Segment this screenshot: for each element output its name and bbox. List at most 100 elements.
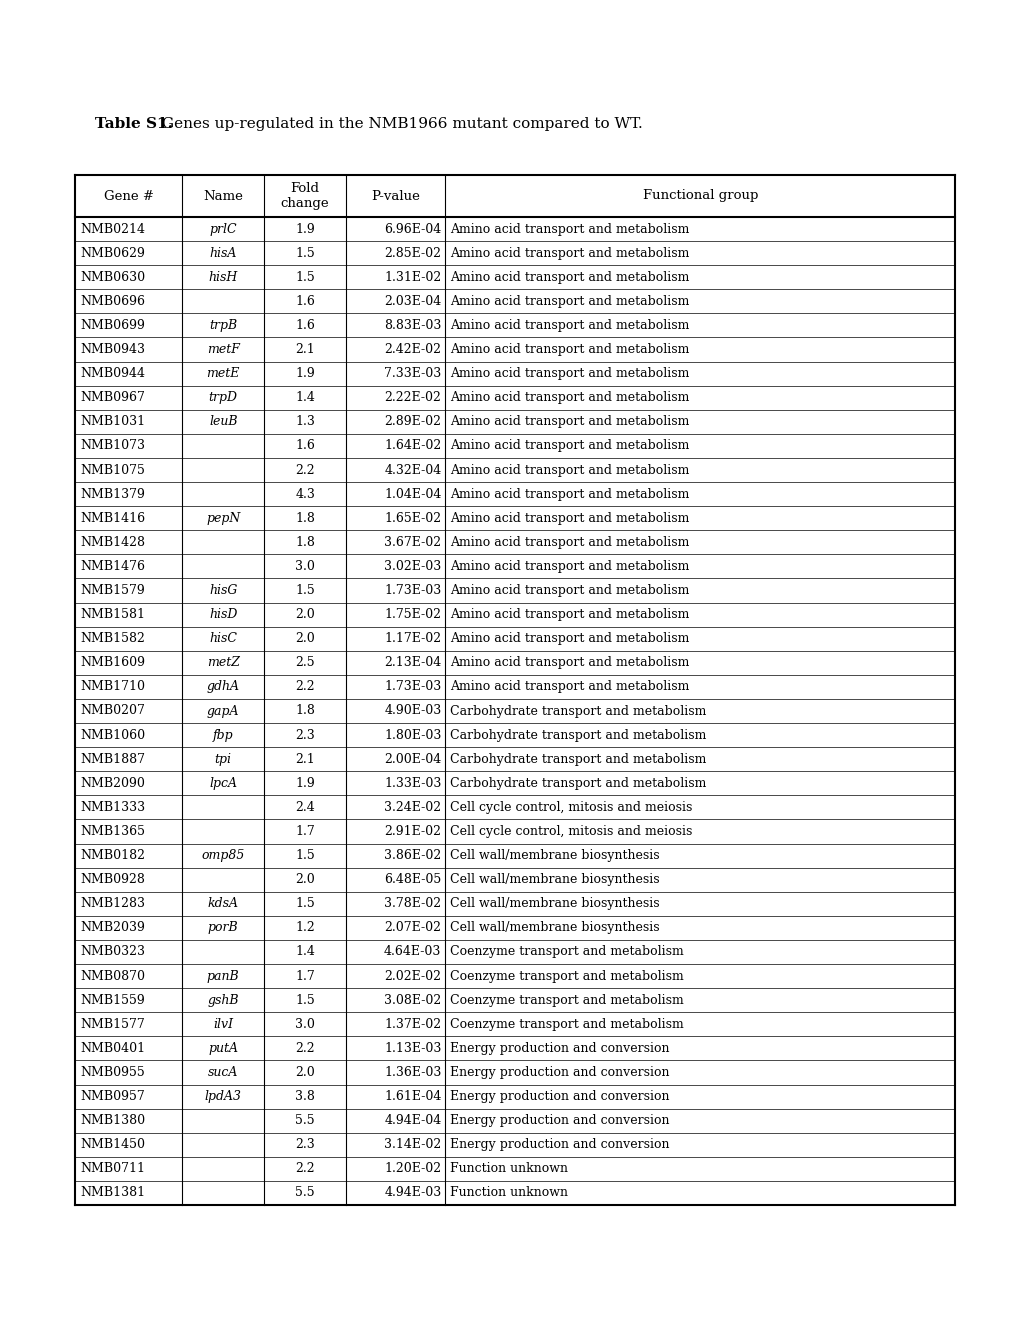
Text: NMB0182: NMB0182 — [79, 849, 145, 862]
Text: Amino acid transport and metabolism: Amino acid transport and metabolism — [450, 487, 689, 500]
Text: NMB0629: NMB0629 — [79, 247, 145, 260]
Text: NMB1559: NMB1559 — [79, 994, 145, 1007]
Text: 1.5: 1.5 — [294, 583, 315, 597]
Text: 2.2: 2.2 — [296, 1041, 315, 1055]
Text: panB: panB — [207, 970, 239, 982]
Text: 2.4: 2.4 — [294, 801, 315, 814]
Text: 1.31E-02: 1.31E-02 — [384, 271, 441, 284]
Text: NMB0699: NMB0699 — [79, 319, 145, 331]
Text: 7.33E-03: 7.33E-03 — [384, 367, 441, 380]
Text: leuB: leuB — [209, 416, 237, 428]
Text: pepN: pepN — [206, 512, 240, 525]
Text: 2.2: 2.2 — [296, 1163, 315, 1175]
Text: Energy production and conversion: Energy production and conversion — [450, 1138, 669, 1151]
Text: 3.02E-03: 3.02E-03 — [384, 560, 441, 573]
Text: Amino acid transport and metabolism: Amino acid transport and metabolism — [450, 440, 689, 453]
Text: 5.5: 5.5 — [296, 1187, 315, 1200]
Text: hisG: hisG — [209, 583, 237, 597]
Text: Carbohydrate transport and metabolism: Carbohydrate transport and metabolism — [450, 729, 706, 742]
Text: 3.24E-02: 3.24E-02 — [384, 801, 441, 814]
Text: Amino acid transport and metabolism: Amino acid transport and metabolism — [450, 391, 689, 404]
Text: Amino acid transport and metabolism: Amino acid transport and metabolism — [450, 512, 689, 525]
Text: NMB1060: NMB1060 — [79, 729, 145, 742]
Text: 1.5: 1.5 — [294, 994, 315, 1007]
Text: Cell cycle control, mitosis and meiosis: Cell cycle control, mitosis and meiosis — [450, 825, 692, 838]
Text: hisA: hisA — [209, 247, 236, 260]
Text: metE: metE — [207, 367, 239, 380]
Text: 1.33E-03: 1.33E-03 — [384, 776, 441, 789]
Text: sucA: sucA — [208, 1067, 238, 1078]
Text: Function unknown: Function unknown — [450, 1187, 568, 1200]
Text: 3.78E-02: 3.78E-02 — [384, 898, 441, 911]
Text: 1.7: 1.7 — [294, 825, 315, 838]
Text: Amino acid transport and metabolism: Amino acid transport and metabolism — [450, 367, 689, 380]
Text: 2.0: 2.0 — [294, 874, 315, 886]
Text: 4.32E-04: 4.32E-04 — [384, 463, 441, 477]
Text: 2.02E-02: 2.02E-02 — [384, 970, 441, 982]
Text: fbp: fbp — [213, 729, 233, 742]
Text: 1.4: 1.4 — [294, 391, 315, 404]
Text: 1.3: 1.3 — [294, 416, 315, 428]
Text: metZ: metZ — [207, 656, 239, 669]
Text: 2.3: 2.3 — [294, 1138, 315, 1151]
Text: 3.14E-02: 3.14E-02 — [384, 1138, 441, 1151]
Text: NMB1073: NMB1073 — [79, 440, 145, 453]
Text: NMB1333: NMB1333 — [79, 801, 145, 814]
Text: Cell wall/membrane biosynthesis: Cell wall/membrane biosynthesis — [450, 898, 659, 911]
Text: kdsA: kdsA — [208, 898, 238, 911]
Text: tpi: tpi — [215, 752, 231, 766]
Text: Gene #: Gene # — [104, 190, 154, 202]
Text: Amino acid transport and metabolism: Amino acid transport and metabolism — [450, 416, 689, 428]
Text: 1.37E-02: 1.37E-02 — [384, 1018, 441, 1031]
Text: NMB0214: NMB0214 — [79, 223, 145, 235]
Text: 1.17E-02: 1.17E-02 — [384, 632, 441, 645]
Text: Table S1.: Table S1. — [95, 117, 173, 131]
Text: hisC: hisC — [209, 632, 237, 645]
Text: 2.00E-04: 2.00E-04 — [384, 752, 441, 766]
Text: 2.2: 2.2 — [296, 680, 315, 693]
Text: Name: Name — [203, 190, 243, 202]
Text: 1.36E-03: 1.36E-03 — [384, 1067, 441, 1078]
Text: NMB1381: NMB1381 — [79, 1187, 145, 1200]
Text: NMB0630: NMB0630 — [79, 271, 145, 284]
Text: NMB0943: NMB0943 — [79, 343, 145, 356]
Text: NMB1581: NMB1581 — [79, 609, 145, 622]
Text: 1.9: 1.9 — [294, 367, 315, 380]
Text: NMB1380: NMB1380 — [79, 1114, 145, 1127]
Text: NMB1450: NMB1450 — [79, 1138, 145, 1151]
Text: 1.65E-02: 1.65E-02 — [384, 512, 441, 525]
Text: 2.22E-02: 2.22E-02 — [384, 391, 441, 404]
Text: 5.5: 5.5 — [296, 1114, 315, 1127]
Text: 1.9: 1.9 — [294, 776, 315, 789]
Text: 1.7: 1.7 — [294, 970, 315, 982]
Text: NMB1031: NMB1031 — [79, 416, 145, 428]
Text: 1.6: 1.6 — [294, 294, 315, 308]
Text: Amino acid transport and metabolism: Amino acid transport and metabolism — [450, 319, 689, 331]
Text: Energy production and conversion: Energy production and conversion — [450, 1114, 669, 1127]
Text: Cell wall/membrane biosynthesis: Cell wall/membrane biosynthesis — [450, 849, 659, 862]
Text: Amino acid transport and metabolism: Amino acid transport and metabolism — [450, 463, 689, 477]
Text: 3.0: 3.0 — [294, 560, 315, 573]
Text: 3.0: 3.0 — [294, 1018, 315, 1031]
Text: NMB1577: NMB1577 — [79, 1018, 145, 1031]
Text: NMB1416: NMB1416 — [79, 512, 145, 525]
Text: NMB1609: NMB1609 — [79, 656, 145, 669]
Text: Coenzyme transport and metabolism: Coenzyme transport and metabolism — [450, 1018, 684, 1031]
Text: gapA: gapA — [207, 705, 239, 718]
Text: 8.83E-03: 8.83E-03 — [384, 319, 441, 331]
Text: Cell wall/membrane biosynthesis: Cell wall/membrane biosynthesis — [450, 921, 659, 935]
Text: 3.67E-02: 3.67E-02 — [384, 536, 441, 549]
Text: Carbohydrate transport and metabolism: Carbohydrate transport and metabolism — [450, 705, 706, 718]
Text: Amino acid transport and metabolism: Amino acid transport and metabolism — [450, 583, 689, 597]
Text: 3.86E-02: 3.86E-02 — [384, 849, 441, 862]
Text: NMB2090: NMB2090 — [79, 776, 145, 789]
Text: NMB1075: NMB1075 — [79, 463, 145, 477]
Text: NMB1379: NMB1379 — [79, 487, 145, 500]
Text: 1.9: 1.9 — [294, 223, 315, 235]
Text: gdhA: gdhA — [207, 680, 239, 693]
Text: 2.5: 2.5 — [296, 656, 315, 669]
Text: porB: porB — [208, 921, 238, 935]
Text: 4.94E-04: 4.94E-04 — [384, 1114, 441, 1127]
Text: 4.94E-03: 4.94E-03 — [384, 1187, 441, 1200]
Text: 4.90E-03: 4.90E-03 — [384, 705, 441, 718]
